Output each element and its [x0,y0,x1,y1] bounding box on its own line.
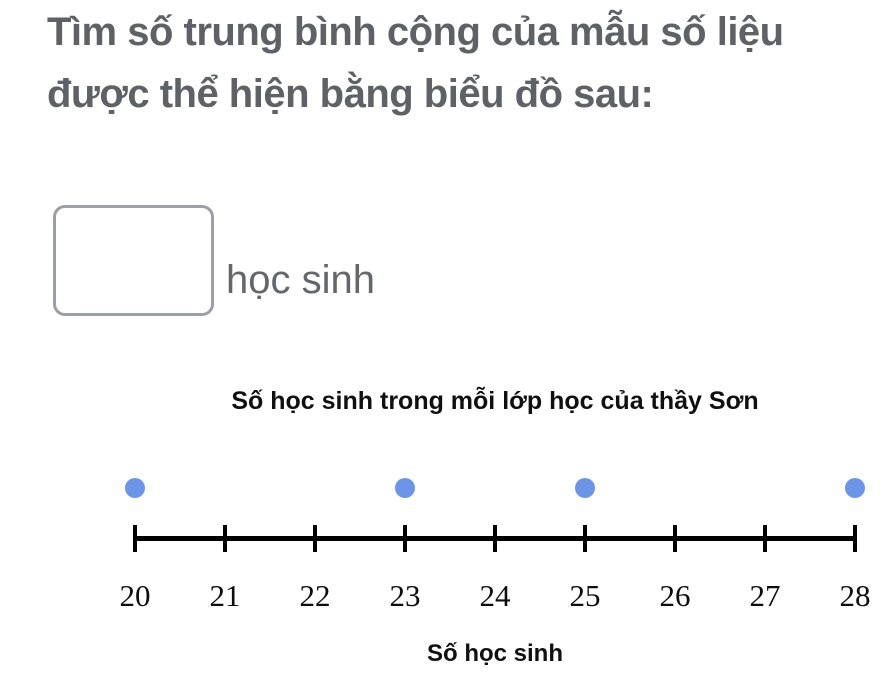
axis-tick-label: 24 [479,578,511,613]
axis-tick [403,525,407,552]
axis-tick-label: 22 [299,578,331,613]
axis-tick-label: 26 [659,578,691,613]
axis-tick [763,525,767,552]
answer-unit-label: học sinh [226,258,375,302]
data-dot [575,478,595,498]
question-title: Tìm số trung bình cộng của mẫu số liệu đ… [47,1,857,125]
axis-tick [583,525,587,552]
answer-input[interactable] [53,205,214,316]
axis-tick-label: 21 [209,578,241,613]
axis-tick-label: 23 [389,578,421,613]
axis-tick [313,525,317,552]
dot-plot [0,360,883,681]
chart-title: Số học sinh trong mỗi lớp học của thầy S… [231,387,759,415]
axis-tick-label: 25 [569,578,601,613]
axis-tick-label: 28 [839,578,871,613]
axis-tick-label: 20 [119,578,151,613]
axis-tick [493,525,497,552]
axis-tick [673,525,677,552]
axis-tick [853,525,857,552]
axis-tick-label: 27 [749,578,781,613]
question-title-line1: Tìm số trung bình cộng của mẫu số liệu [47,10,784,54]
x-axis-label: Số học sinh [426,640,563,667]
data-dot [125,478,145,498]
data-dot [845,478,865,498]
data-dot [395,478,415,498]
question-title-line2: được thể hiện bằng biểu đồ sau: [47,72,654,116]
axis-tick [223,525,227,552]
axis-tick [133,525,137,552]
